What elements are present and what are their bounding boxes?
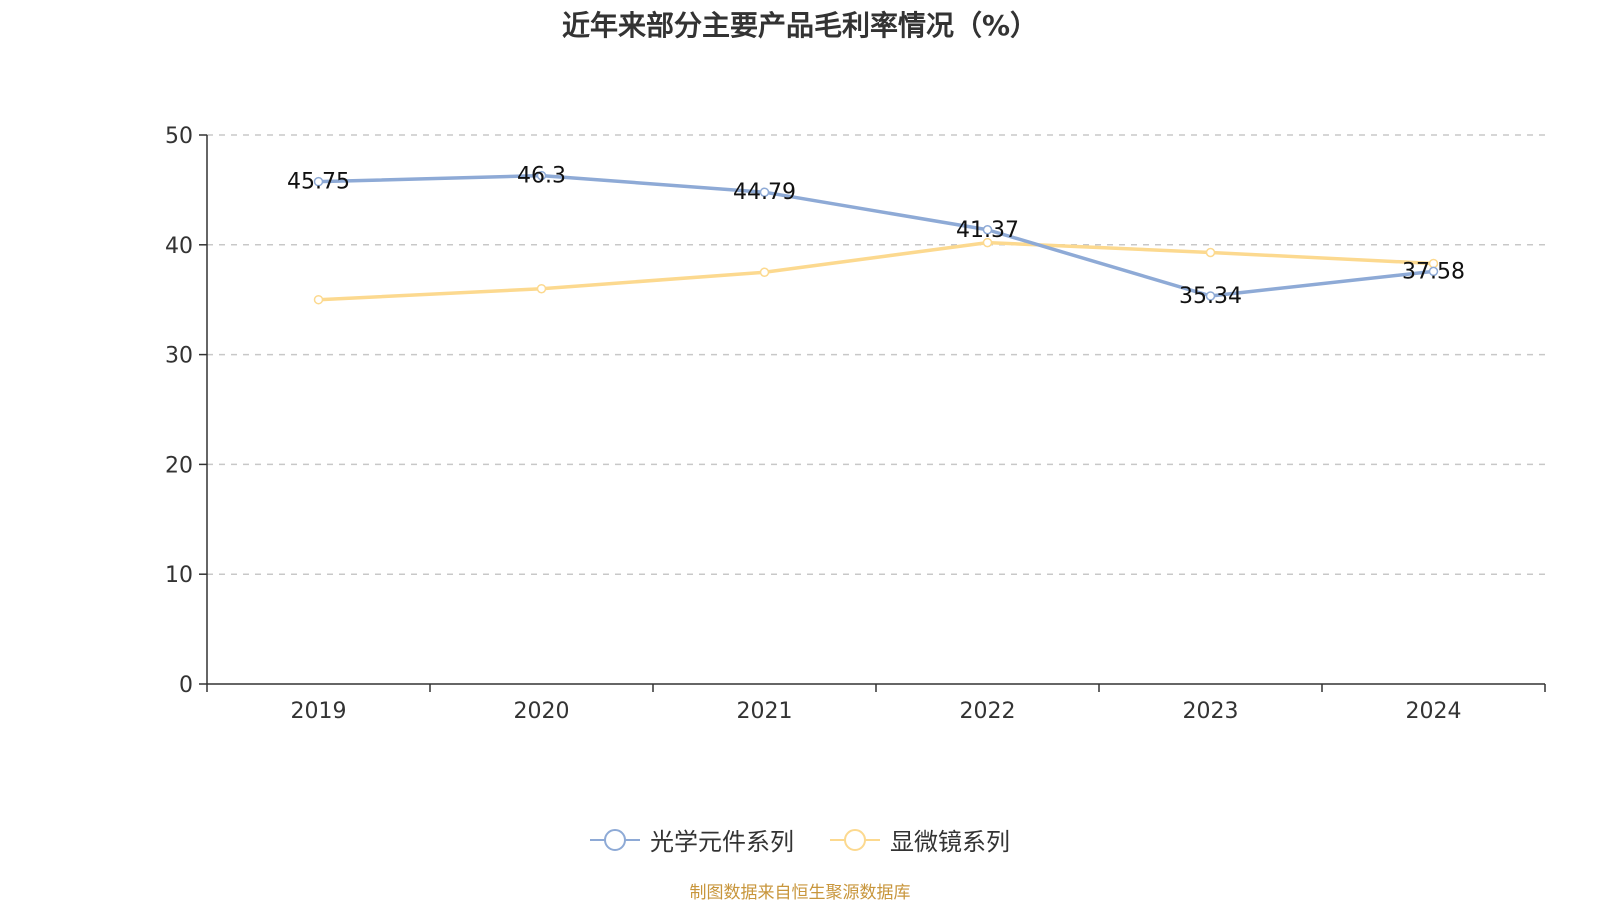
label-layer: 45.75 46.3 44.79 41.37 35.34 37.58: [287, 164, 1465, 309]
series-1-point-2019: [313, 294, 324, 305]
legend-label-optical: 光学元件系列: [650, 828, 794, 856]
series-0-point-2024: [1428, 266, 1439, 277]
series-0-point-2020: [536, 170, 547, 181]
series-0-point-2021: [759, 187, 770, 197]
series-line-0: [316, 173, 1436, 298]
x-tick-label-2021: 2021: [737, 699, 793, 724]
grid-layer: [207, 134, 1545, 575]
series-0-data-label-2022: 41.37: [956, 218, 1019, 243]
y-tick-label-50: 50: [165, 124, 193, 149]
legend-label-microscope: 显微镜系列: [890, 828, 1010, 856]
series-1-point-2021: [759, 267, 770, 277]
x-tick-label-2020: 2020: [514, 699, 570, 724]
y-tick-label-40: 40: [165, 234, 193, 259]
x-tick-label-2023: 2023: [1183, 699, 1239, 724]
series-0-data-label-2021: 44.79: [733, 180, 796, 205]
series-0-point-2022: [982, 225, 993, 235]
source-note: 制图数据来自恒生聚源数据库: [689, 883, 911, 903]
legend-item-microscope[interactable]: 显微镜系列: [830, 822, 1010, 857]
series-0-data-label-2019: 45.75: [287, 170, 350, 195]
series-0-data-label-2020: 46.3: [517, 164, 566, 189]
y-tick-label-30: 30: [165, 344, 193, 369]
x-tick-label-2019: 2019: [291, 699, 347, 724]
series-0-point-2019: [313, 176, 324, 187]
series-0-data-label-2024: 37.58: [1402, 259, 1465, 284]
legend-item-optical[interactable]: 光学元件系列: [590, 822, 794, 857]
series-0-point-2023: [1205, 291, 1216, 301]
chart-title: 近年来部分主要产品毛利率情况（%）: [561, 9, 1039, 42]
legend-marker-microscope-icon: [830, 828, 880, 851]
x-tick-label-2022: 2022: [960, 699, 1016, 724]
x-tick-label-2024: 2024: [1406, 699, 1462, 724]
legend-marker-optical-icon: [590, 828, 640, 851]
y-tick-label-20: 20: [165, 453, 193, 478]
series-line-1: [316, 240, 1436, 302]
y-tick-label-10: 10: [165, 563, 193, 588]
series-layer: [313, 170, 1439, 305]
series-1-point-2022: [982, 237, 993, 248]
y-tick-label-0: 0: [179, 673, 193, 698]
series-1-point-2023: [1205, 247, 1216, 258]
axis-layer: 0 10 20 30 40 50 2019 2020 2021 2022 2023 2024: [165, 124, 1546, 724]
legend: 光学元件系列 显微镜系列: [0, 822, 1600, 857]
series-0-data-label-2023: 35.34: [1179, 284, 1242, 309]
series-1-point-2020: [536, 283, 547, 294]
